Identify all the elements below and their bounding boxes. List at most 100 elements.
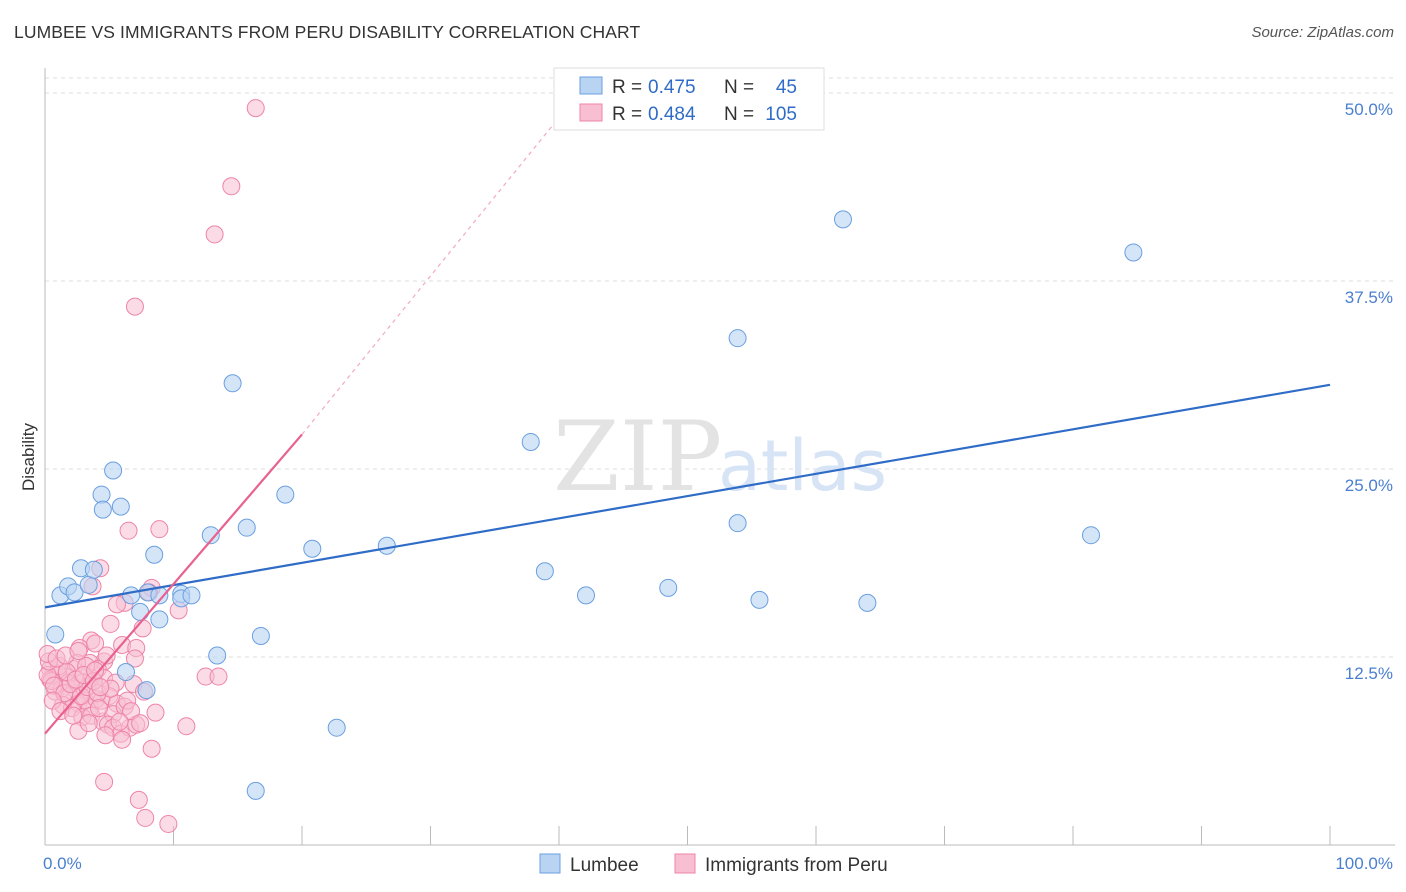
peru-point-62	[146, 703, 165, 722]
peru-point-104	[86, 661, 105, 680]
lumbee-point-36	[728, 329, 747, 348]
lumbee-point-9	[104, 461, 123, 480]
peru-point-103	[69, 641, 88, 660]
lumbee-point-15	[145, 545, 164, 564]
lumbee-point-28	[276, 485, 295, 504]
x-tick-label-min: 0.0%	[43, 854, 82, 873]
lumbee-point-21	[182, 586, 201, 605]
lumbee-point-0	[46, 625, 65, 644]
peru-point-99	[89, 699, 108, 718]
lumbee-point-26	[246, 781, 265, 800]
peru-point-93	[131, 714, 150, 733]
stats-legend: R = 0.475 N = 45 R = 0.484 N = 105	[553, 67, 825, 131]
lumbee-point-18	[137, 681, 156, 700]
chart-title: LUMBEE VS IMMIGRANTS FROM PERU DISABILIT…	[14, 22, 641, 42]
peru-trend-extension	[301, 109, 566, 435]
peru-n-value: 105	[765, 104, 797, 125]
lumbee-point-31	[377, 536, 396, 555]
lumbee-n-label: N =	[724, 77, 754, 98]
lumbee-point-8	[93, 500, 112, 519]
lumbee-r-value: 0.475	[648, 77, 696, 98]
lumbee-point-40	[858, 593, 877, 612]
lumbee-point-22	[201, 526, 220, 545]
lumbee-n-value: 45	[776, 77, 797, 98]
y-tick-label-0: 12.5%	[1345, 664, 1393, 683]
bottom-legend-lumbee-swatch	[539, 853, 561, 874]
lumbee-point-10	[111, 497, 130, 516]
lumbee-r-label: R =	[612, 77, 642, 98]
lumbee-point-17	[150, 610, 169, 629]
peru-point-1	[222, 177, 241, 196]
y-axis-label: Disability	[19, 422, 38, 491]
peru-n-label: N =	[724, 104, 754, 125]
lumbee-point-25	[237, 518, 256, 537]
axes	[44, 68, 1395, 846]
peru-point-71	[159, 814, 178, 833]
peru-point-67	[142, 739, 161, 758]
peru-trend-line	[44, 433, 303, 735]
lumbee-point-24	[223, 374, 242, 393]
peru-point-94	[110, 712, 129, 731]
lumbee-trend-line	[44, 383, 1331, 609]
y-tick-label-3: 50.0%	[1345, 100, 1393, 119]
lumbee-point-27	[251, 626, 270, 645]
bottom-legend: Lumbee Immigrants from Peru	[539, 853, 888, 876]
lumbee-points	[46, 210, 1143, 800]
peru-points	[38, 99, 265, 833]
peru-point-69	[129, 790, 148, 809]
lumbee-point-29	[303, 539, 322, 558]
lumbee-point-5	[79, 575, 98, 594]
peru-point-37	[209, 667, 228, 686]
bottom-legend-lumbee-label: Lumbee	[570, 855, 639, 876]
lumbee-point-34	[576, 586, 595, 605]
peru-point-70	[136, 808, 155, 827]
lumbee-point-35	[659, 578, 678, 597]
peru-point-19	[86, 634, 105, 653]
peru-point-0	[246, 99, 265, 118]
peru-point-90	[91, 678, 110, 697]
lumbee-point-12	[122, 586, 141, 605]
peru-point-76	[97, 646, 116, 665]
lumbee-point-23	[208, 646, 227, 665]
peru-swatch	[579, 103, 603, 122]
lumbee-swatch	[579, 76, 603, 95]
lumbee-point-3	[65, 583, 84, 602]
peru-point-92	[122, 702, 141, 721]
lumbee-point-13	[131, 602, 150, 621]
lumbee-point-39	[833, 210, 852, 229]
lumbee-point-30	[327, 718, 346, 737]
peru-point-98	[79, 714, 98, 733]
bottom-legend-peru-label: Immigrants from Peru	[705, 855, 888, 876]
lumbee-point-11	[116, 663, 135, 682]
peru-point-66	[113, 730, 132, 749]
lumbee-point-6	[84, 560, 103, 579]
peru-point-13	[101, 614, 120, 633]
peru-point-3	[125, 297, 144, 316]
bottom-legend-peru-swatch	[674, 853, 696, 874]
lumbee-point-41	[1081, 526, 1100, 545]
lumbee-point-38	[750, 590, 769, 609]
y-tick-labels: 12.5% 25.0% 37.5% 50.0%	[1345, 100, 1393, 683]
lumbee-point-7	[92, 485, 111, 504]
y-tick-label-2: 37.5%	[1345, 288, 1393, 307]
peru-r-label: R =	[612, 104, 642, 125]
x-tick-labels: 0.0% 100.0%	[43, 854, 1393, 873]
lumbee-point-33	[535, 562, 554, 581]
trend-lines	[44, 109, 1331, 735]
lumbee-point-32	[521, 432, 540, 451]
peru-point-2	[205, 225, 224, 244]
peru-point-65	[96, 726, 115, 745]
watermark-zip: ZIP	[553, 401, 722, 513]
peru-point-20	[125, 649, 144, 668]
x-tick-label-max: 100.0%	[1335, 854, 1393, 873]
lumbee-point-42	[1124, 243, 1143, 262]
source-credit: Source: ZipAtlas.com	[1251, 24, 1394, 41]
peru-r-value: 0.484	[648, 104, 696, 125]
y-tick-label-1: 25.0%	[1345, 476, 1393, 495]
peru-point-5	[119, 521, 138, 540]
peru-point-63	[177, 717, 196, 736]
grid-lines	[45, 77, 1395, 658]
lumbee-point-37	[728, 514, 747, 533]
peru-point-68	[95, 772, 114, 791]
